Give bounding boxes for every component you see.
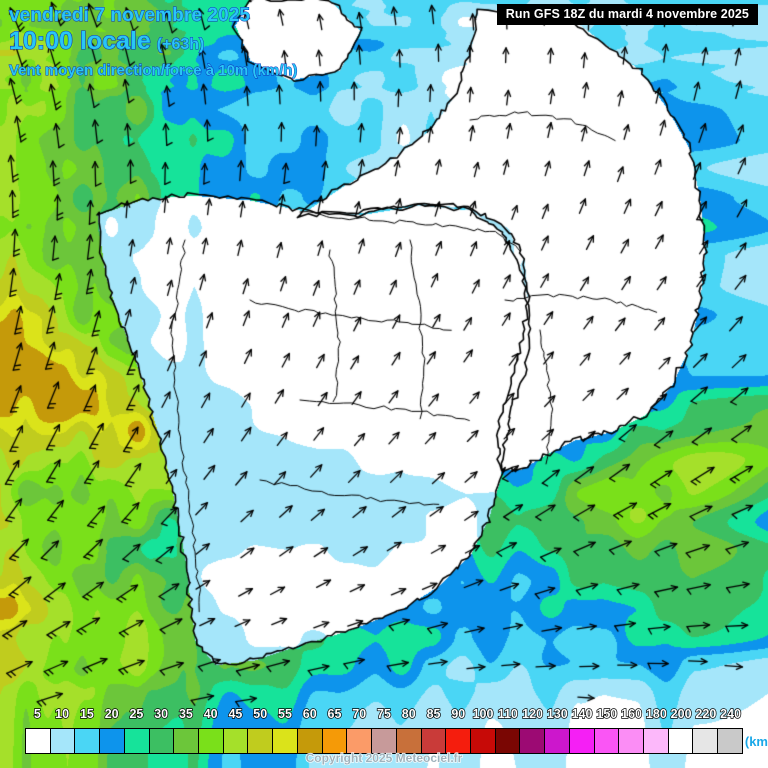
model-run-badge: Run GFS 18Z du mardi 4 novembre 2025 xyxy=(496,4,758,25)
